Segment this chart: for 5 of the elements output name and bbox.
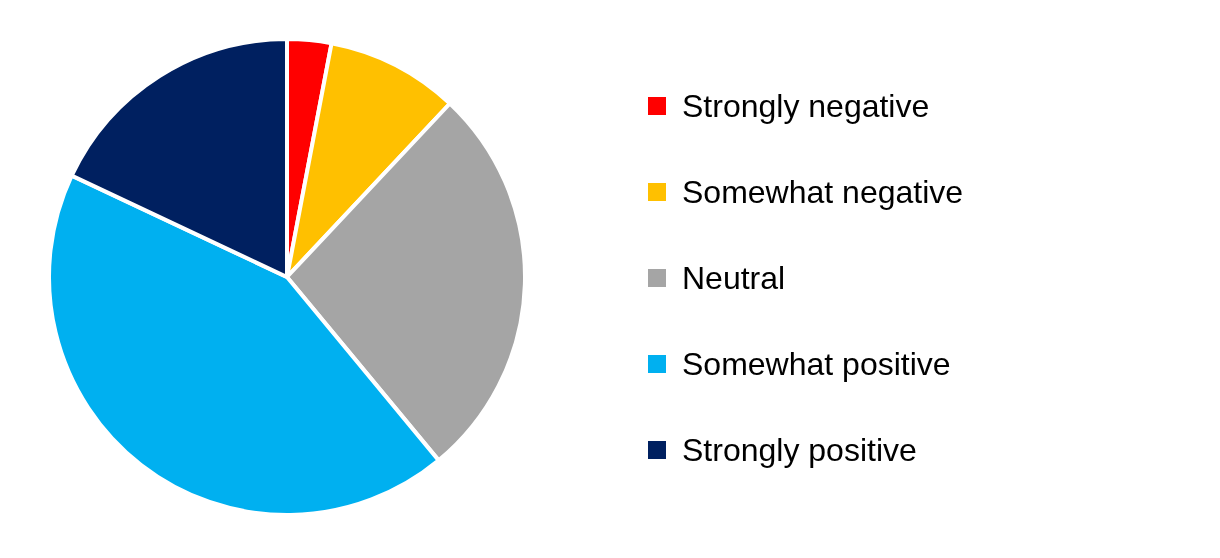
- legend-label: Somewhat positive: [682, 345, 951, 383]
- legend-label: Strongly positive: [682, 431, 917, 469]
- legend-label: Neutral: [682, 259, 786, 297]
- legend-label: Strongly negative: [682, 87, 930, 125]
- legend-label: Somewhat negative: [682, 173, 964, 211]
